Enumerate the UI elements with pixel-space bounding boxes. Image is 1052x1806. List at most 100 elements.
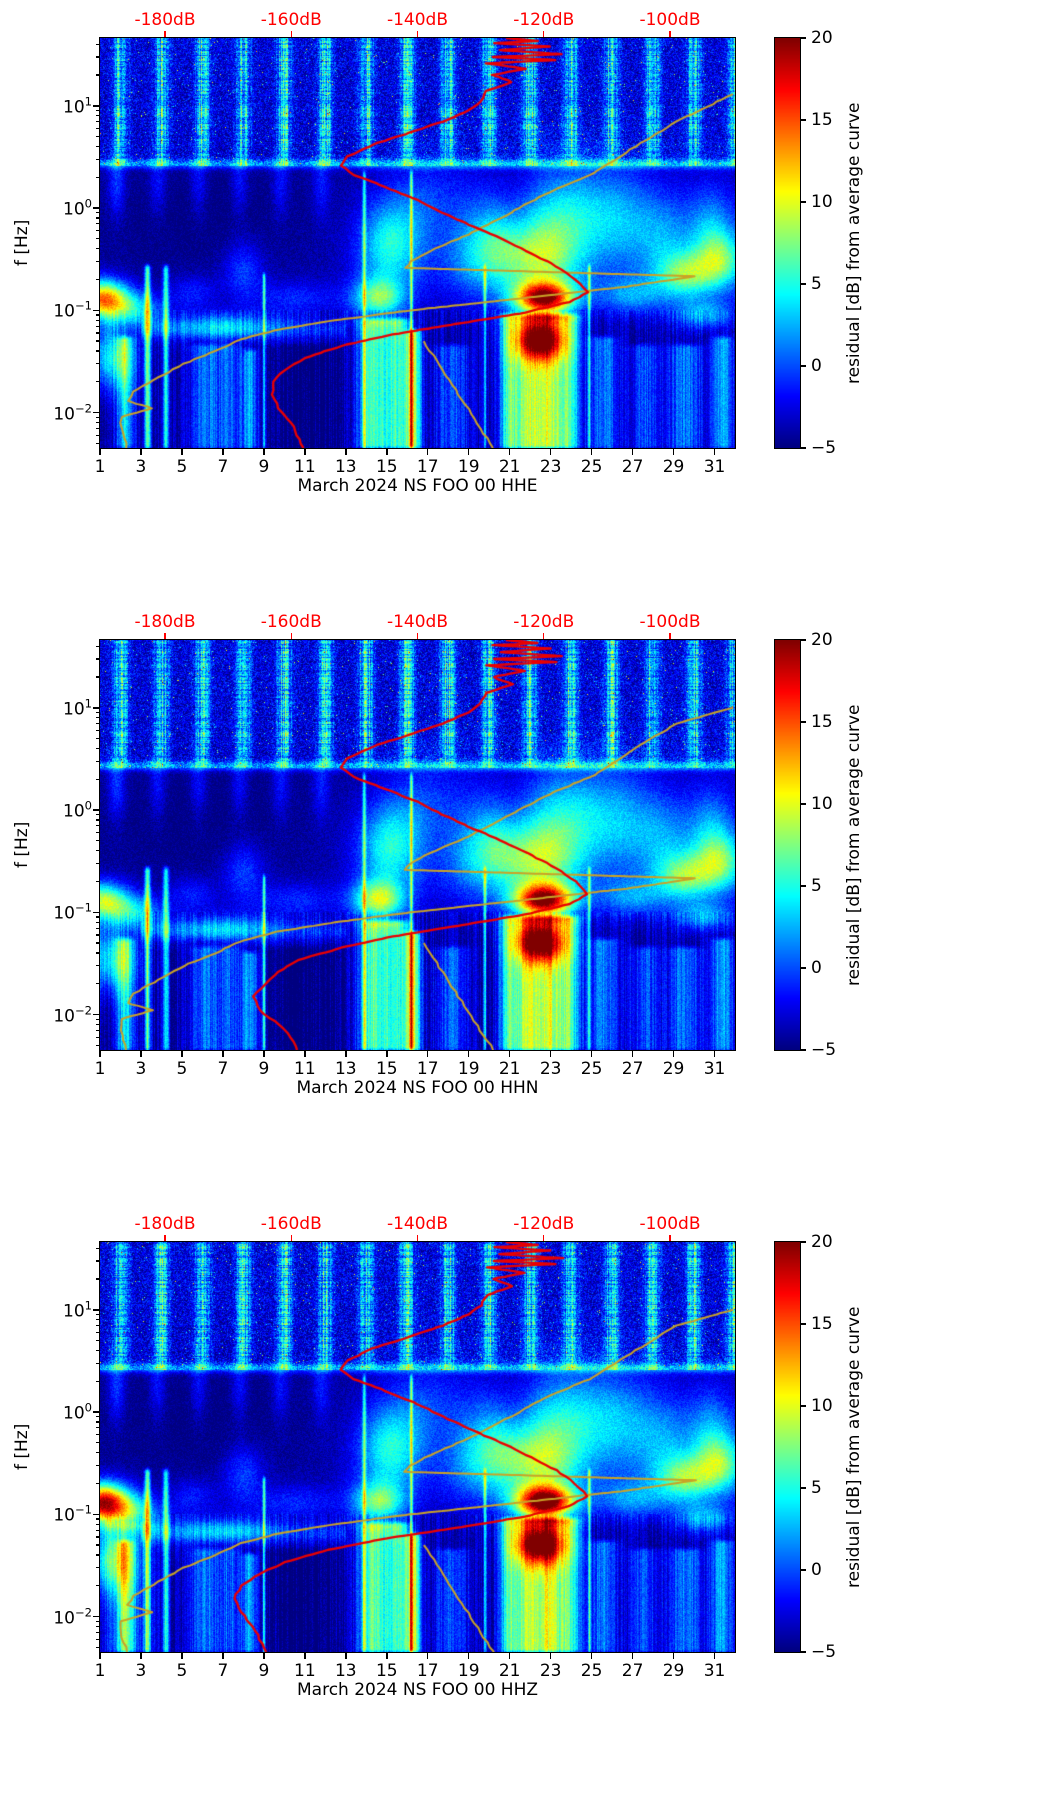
colorbar-tick-label: 5 xyxy=(811,1478,822,1498)
x-tick-label: 11 xyxy=(294,1059,316,1079)
y-minor-tick-mark xyxy=(95,1518,99,1520)
x-tick-label: 23 xyxy=(539,457,562,477)
x-tick-label: 9 xyxy=(258,1661,270,1681)
colorbar-tick-label: 15 xyxy=(811,110,833,130)
y-tick-mark xyxy=(93,105,99,107)
y-minor-tick-mark xyxy=(95,416,99,418)
x-tick-label: 27 xyxy=(621,1059,644,1079)
colorbar-tick-mark xyxy=(801,1049,806,1051)
x-tick-mark xyxy=(386,1051,388,1057)
x-tick-label: 17 xyxy=(416,1661,439,1681)
y-minor-tick-mark xyxy=(95,1260,99,1262)
x-tick-label: 13 xyxy=(334,1661,357,1681)
top-axis-label: -140dB xyxy=(386,612,449,632)
x-tick-mark xyxy=(99,449,101,455)
x-tick-mark xyxy=(304,1653,306,1659)
x-tick-mark xyxy=(590,1051,593,1057)
x-tick-label: 11 xyxy=(294,457,316,477)
y-minor-tick-mark xyxy=(95,230,99,232)
x-tick-label: 25 xyxy=(580,1059,603,1079)
y-minor-tick-mark xyxy=(95,952,99,954)
x-tick-label: 5 xyxy=(176,1661,188,1681)
x-tick-label: 29 xyxy=(662,457,685,477)
y-minor-tick-mark xyxy=(95,1278,99,1280)
x-tick-mark xyxy=(631,1051,634,1057)
y-tick-mark xyxy=(93,809,99,811)
colorbar-tick-mark xyxy=(801,1405,806,1407)
y-minor-tick-mark xyxy=(95,350,99,352)
y-minor-tick-mark xyxy=(95,1023,99,1026)
y-minor-tick-mark xyxy=(95,1421,99,1423)
top-tick-mark xyxy=(416,31,419,37)
x-tick-label: 23 xyxy=(539,1059,562,1079)
y-tick-mark xyxy=(93,707,99,709)
colorbar-tick-label: 20 xyxy=(811,1232,833,1252)
top-tick-mark xyxy=(164,633,166,639)
y-minor-tick-mark xyxy=(95,965,99,967)
colorbar-tick-mark xyxy=(801,1569,806,1571)
x-tick-mark xyxy=(222,1051,224,1057)
y-minor-tick-mark xyxy=(95,74,99,76)
colorbar-tick-label: 20 xyxy=(811,630,833,650)
colorbar-tick-mark xyxy=(801,1487,806,1489)
y-minor-tick-mark xyxy=(95,127,99,130)
y-minor-tick-mark xyxy=(95,217,99,219)
x-tick-label: 13 xyxy=(334,457,357,477)
y-minor-tick-mark xyxy=(95,850,99,852)
top-axis-label: -140dB xyxy=(386,1214,449,1234)
colorbar-tick-label: 15 xyxy=(811,712,833,732)
y-minor-tick-mark xyxy=(95,1452,99,1454)
x-tick-mark xyxy=(345,1051,347,1057)
y-minor-tick-mark xyxy=(95,381,99,383)
x-tick-label: 9 xyxy=(258,457,270,477)
y-tick-mark xyxy=(93,1615,99,1618)
y-minor-tick-mark xyxy=(95,421,99,424)
y-minor-tick-mark xyxy=(95,238,99,240)
x-tick-label: 3 xyxy=(135,1059,147,1079)
x-tick-mark xyxy=(672,449,675,455)
y-minor-tick-mark xyxy=(95,43,99,45)
y-minor-tick-mark xyxy=(95,1416,99,1418)
colorbar-tick-mark xyxy=(801,639,806,641)
colorbar-tick-label: 0 xyxy=(811,1560,822,1580)
x-axis-title: March 2024 NS FOO 00 HHE xyxy=(297,476,538,496)
colorbar-tick-label: 20 xyxy=(811,28,833,48)
colorbar-tick-mark xyxy=(801,1241,806,1243)
x-tick-mark xyxy=(467,1051,470,1057)
colorbar-tick-label: 10 xyxy=(811,1396,833,1416)
y-minor-tick-mark xyxy=(95,717,99,719)
y-minor-tick-mark xyxy=(95,1646,99,1648)
x-tick-mark xyxy=(590,449,593,455)
x-tick-mark xyxy=(713,1653,716,1659)
x-tick-mark xyxy=(222,449,224,455)
x-tick-mark xyxy=(386,449,388,455)
y-minor-tick-mark xyxy=(95,1631,99,1633)
x-tick-label: 11 xyxy=(294,1661,316,1681)
x-tick-label: 7 xyxy=(217,457,229,477)
top-axis-label: -180dB xyxy=(134,1214,196,1234)
y-minor-tick-mark xyxy=(95,723,99,725)
top-tick-mark xyxy=(290,31,292,37)
x-tick-mark xyxy=(713,449,716,455)
y-tick-label: 100 xyxy=(63,1400,92,1424)
y-minor-tick-mark xyxy=(95,1482,99,1485)
y-minor-tick-mark xyxy=(95,212,99,214)
x-tick-mark xyxy=(304,449,306,455)
y-minor-tick-mark xyxy=(95,645,99,647)
y-minor-tick-mark xyxy=(95,223,99,225)
x-tick-label: 5 xyxy=(176,457,188,477)
x-tick-label: 27 xyxy=(621,1661,644,1681)
y-minor-tick-mark xyxy=(95,1313,99,1316)
x-axis-title: March 2024 NS FOO 00 HHZ xyxy=(297,1680,538,1700)
colorbar-tick-label: 15 xyxy=(811,1314,833,1334)
y-minor-tick-mark xyxy=(95,1434,99,1436)
y-minor-tick-mark xyxy=(95,760,99,762)
x-tick-label: 13 xyxy=(334,1059,357,1079)
colorbar-tick-label: −5 xyxy=(811,1642,837,1662)
colorbar-tick-label: 10 xyxy=(811,794,833,814)
x-tick-label: 15 xyxy=(375,1661,398,1681)
colorbar-tick-label: −5 xyxy=(811,1040,837,1060)
x-tick-mark xyxy=(263,449,265,455)
x-tick-mark xyxy=(140,1051,142,1057)
y-minor-tick-mark xyxy=(95,676,99,678)
